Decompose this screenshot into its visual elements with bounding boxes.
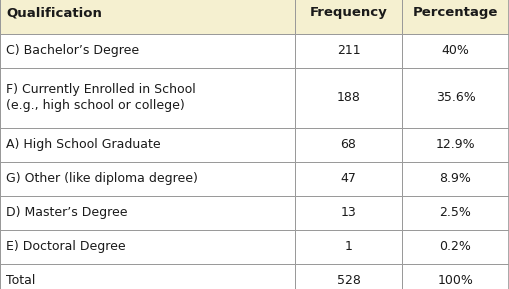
- Text: 47: 47: [341, 172, 356, 185]
- Text: 528: 528: [336, 274, 360, 287]
- Bar: [0, 229, 295, 264]
- Bar: [295, 229, 402, 264]
- Text: Total: Total: [6, 274, 35, 287]
- Text: 2.5%: 2.5%: [440, 206, 471, 219]
- Text: E) Doctoral Degree: E) Doctoral Degree: [6, 240, 126, 253]
- Text: G) Other (like diploma degree): G) Other (like diploma degree): [6, 172, 198, 185]
- Text: 211: 211: [336, 44, 360, 57]
- Bar: [295, 127, 402, 162]
- Bar: [0, 0, 295, 34]
- Bar: [402, 127, 509, 162]
- Bar: [402, 264, 509, 289]
- Text: 8.9%: 8.9%: [440, 172, 471, 185]
- Bar: [402, 195, 509, 229]
- Bar: [295, 0, 402, 34]
- Bar: [0, 195, 295, 229]
- Text: F) Currently Enrolled in School
(e.g., high school or college): F) Currently Enrolled in School (e.g., h…: [6, 83, 196, 112]
- Text: 35.6%: 35.6%: [436, 91, 475, 104]
- Bar: [295, 195, 402, 229]
- Bar: [295, 264, 402, 289]
- Bar: [295, 34, 402, 68]
- Bar: [0, 162, 295, 195]
- Bar: [402, 34, 509, 68]
- Bar: [402, 229, 509, 264]
- Bar: [0, 68, 295, 127]
- Text: 100%: 100%: [438, 274, 473, 287]
- Bar: [0, 127, 295, 162]
- Text: Percentage: Percentage: [413, 6, 498, 19]
- Bar: [0, 264, 295, 289]
- Bar: [402, 0, 509, 34]
- Bar: [0, 34, 295, 68]
- Bar: [295, 68, 402, 127]
- Text: 68: 68: [341, 138, 356, 151]
- Text: Qualification: Qualification: [6, 6, 102, 19]
- Text: Frequency: Frequency: [309, 6, 387, 19]
- Text: A) High School Graduate: A) High School Graduate: [6, 138, 161, 151]
- Text: 13: 13: [341, 206, 356, 219]
- Bar: [295, 162, 402, 195]
- Bar: [402, 162, 509, 195]
- Text: 188: 188: [336, 91, 360, 104]
- Text: 40%: 40%: [442, 44, 469, 57]
- Bar: [402, 68, 509, 127]
- Text: C) Bachelor’s Degree: C) Bachelor’s Degree: [6, 44, 139, 57]
- Text: D) Master’s Degree: D) Master’s Degree: [6, 206, 127, 219]
- Text: 12.9%: 12.9%: [436, 138, 475, 151]
- Text: 1: 1: [345, 240, 352, 253]
- Text: 0.2%: 0.2%: [440, 240, 471, 253]
